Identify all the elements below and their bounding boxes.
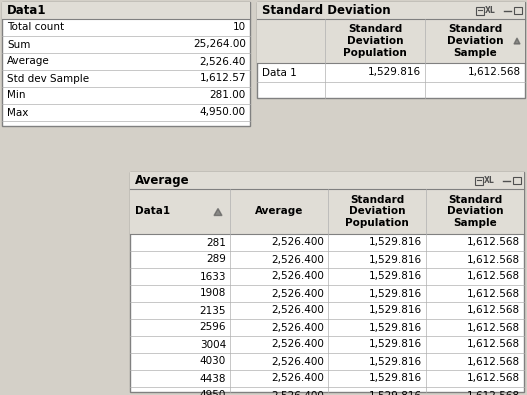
Text: 4950: 4950	[200, 391, 226, 395]
Text: 2,526.400: 2,526.400	[271, 305, 324, 316]
Text: 1,612.568: 1,612.568	[467, 374, 520, 384]
Text: Average: Average	[135, 174, 190, 187]
Bar	[513, 177, 521, 184]
Text: Data 1: Data 1	[262, 68, 297, 77]
Bar	[257, 19, 525, 63]
Text: 1,529.816: 1,529.816	[369, 305, 422, 316]
Text: 2,526.400: 2,526.400	[271, 391, 324, 395]
Text: Standard
Deviation
Sample: Standard Deviation Sample	[447, 24, 503, 58]
Text: 1,612.568: 1,612.568	[467, 288, 520, 299]
Text: Min: Min	[7, 90, 25, 100]
Text: 1,529.816: 1,529.816	[369, 254, 422, 265]
Bar	[130, 189, 524, 234]
Text: Sum: Sum	[7, 40, 31, 49]
Text: 1,612.568: 1,612.568	[467, 271, 520, 282]
Text: 2135: 2135	[200, 305, 226, 316]
Text: Average: Average	[255, 207, 303, 216]
Text: Total count: Total count	[7, 23, 64, 32]
Text: Data1: Data1	[7, 4, 46, 17]
Text: Standard
Deviation
Population: Standard Deviation Population	[345, 195, 409, 228]
Text: 1,612.568: 1,612.568	[467, 391, 520, 395]
Text: 2,526.400: 2,526.400	[271, 237, 324, 248]
Text: 4,950.00: 4,950.00	[200, 107, 246, 117]
Text: 1,529.816: 1,529.816	[369, 271, 422, 282]
Polygon shape	[214, 209, 222, 216]
Text: 1,612.568: 1,612.568	[467, 305, 520, 316]
Bar	[257, 2, 525, 19]
Text: 1,612.568: 1,612.568	[467, 339, 520, 350]
Text: 4030: 4030	[200, 357, 226, 367]
Text: Std dev Sample: Std dev Sample	[7, 73, 89, 83]
Text: 2596: 2596	[200, 322, 226, 333]
Text: Standard
Deviation
Population: Standard Deviation Population	[343, 24, 407, 58]
Text: 1908: 1908	[200, 288, 226, 299]
Text: 1,529.816: 1,529.816	[368, 68, 421, 77]
Text: 2,526.40: 2,526.40	[200, 56, 246, 66]
Text: 1,612.57: 1,612.57	[200, 73, 246, 83]
Text: 2,526.400: 2,526.400	[271, 339, 324, 350]
Text: 10: 10	[233, 23, 246, 32]
Bar	[130, 172, 524, 392]
Text: Max: Max	[7, 107, 28, 117]
Text: 1,529.816: 1,529.816	[369, 357, 422, 367]
Text: 1,529.816: 1,529.816	[369, 374, 422, 384]
Bar	[475, 177, 483, 184]
Text: 2,526.400: 2,526.400	[271, 374, 324, 384]
Text: 1,529.816: 1,529.816	[369, 322, 422, 333]
Text: 281.00: 281.00	[210, 90, 246, 100]
Bar	[2, 2, 250, 126]
Polygon shape	[514, 38, 520, 44]
Text: 2,526.400: 2,526.400	[271, 357, 324, 367]
Text: Standard Deviation: Standard Deviation	[262, 4, 391, 17]
Text: 2,526.400: 2,526.400	[271, 271, 324, 282]
Text: 4438: 4438	[200, 374, 226, 384]
Bar	[257, 2, 525, 98]
Text: 281: 281	[206, 237, 226, 248]
Text: 25,264.00: 25,264.00	[193, 40, 246, 49]
Text: 289: 289	[206, 254, 226, 265]
Text: 1,529.816: 1,529.816	[369, 339, 422, 350]
Text: 1633: 1633	[200, 271, 226, 282]
Text: 1,529.816: 1,529.816	[369, 237, 422, 248]
Text: 1,612.568: 1,612.568	[467, 357, 520, 367]
Text: Average: Average	[7, 56, 50, 66]
Text: 1,529.816: 1,529.816	[369, 391, 422, 395]
Text: 2,526.400: 2,526.400	[271, 322, 324, 333]
Text: 1,612.568: 1,612.568	[467, 237, 520, 248]
Bar	[476, 6, 484, 15]
Text: 1,612.568: 1,612.568	[467, 322, 520, 333]
Bar	[514, 7, 522, 14]
Bar	[2, 2, 250, 19]
Text: Data1: Data1	[135, 207, 170, 216]
Text: 1,529.816: 1,529.816	[369, 288, 422, 299]
Text: Standard
Deviation
Sample: Standard Deviation Sample	[447, 195, 503, 228]
Text: 2,526.400: 2,526.400	[271, 288, 324, 299]
Text: XL: XL	[484, 176, 494, 185]
Text: 2,526.400: 2,526.400	[271, 254, 324, 265]
Text: 1,612.568: 1,612.568	[467, 254, 520, 265]
Text: 3004: 3004	[200, 339, 226, 350]
Bar	[130, 172, 524, 189]
Text: 1,612.568: 1,612.568	[468, 68, 521, 77]
Text: XL: XL	[485, 6, 495, 15]
